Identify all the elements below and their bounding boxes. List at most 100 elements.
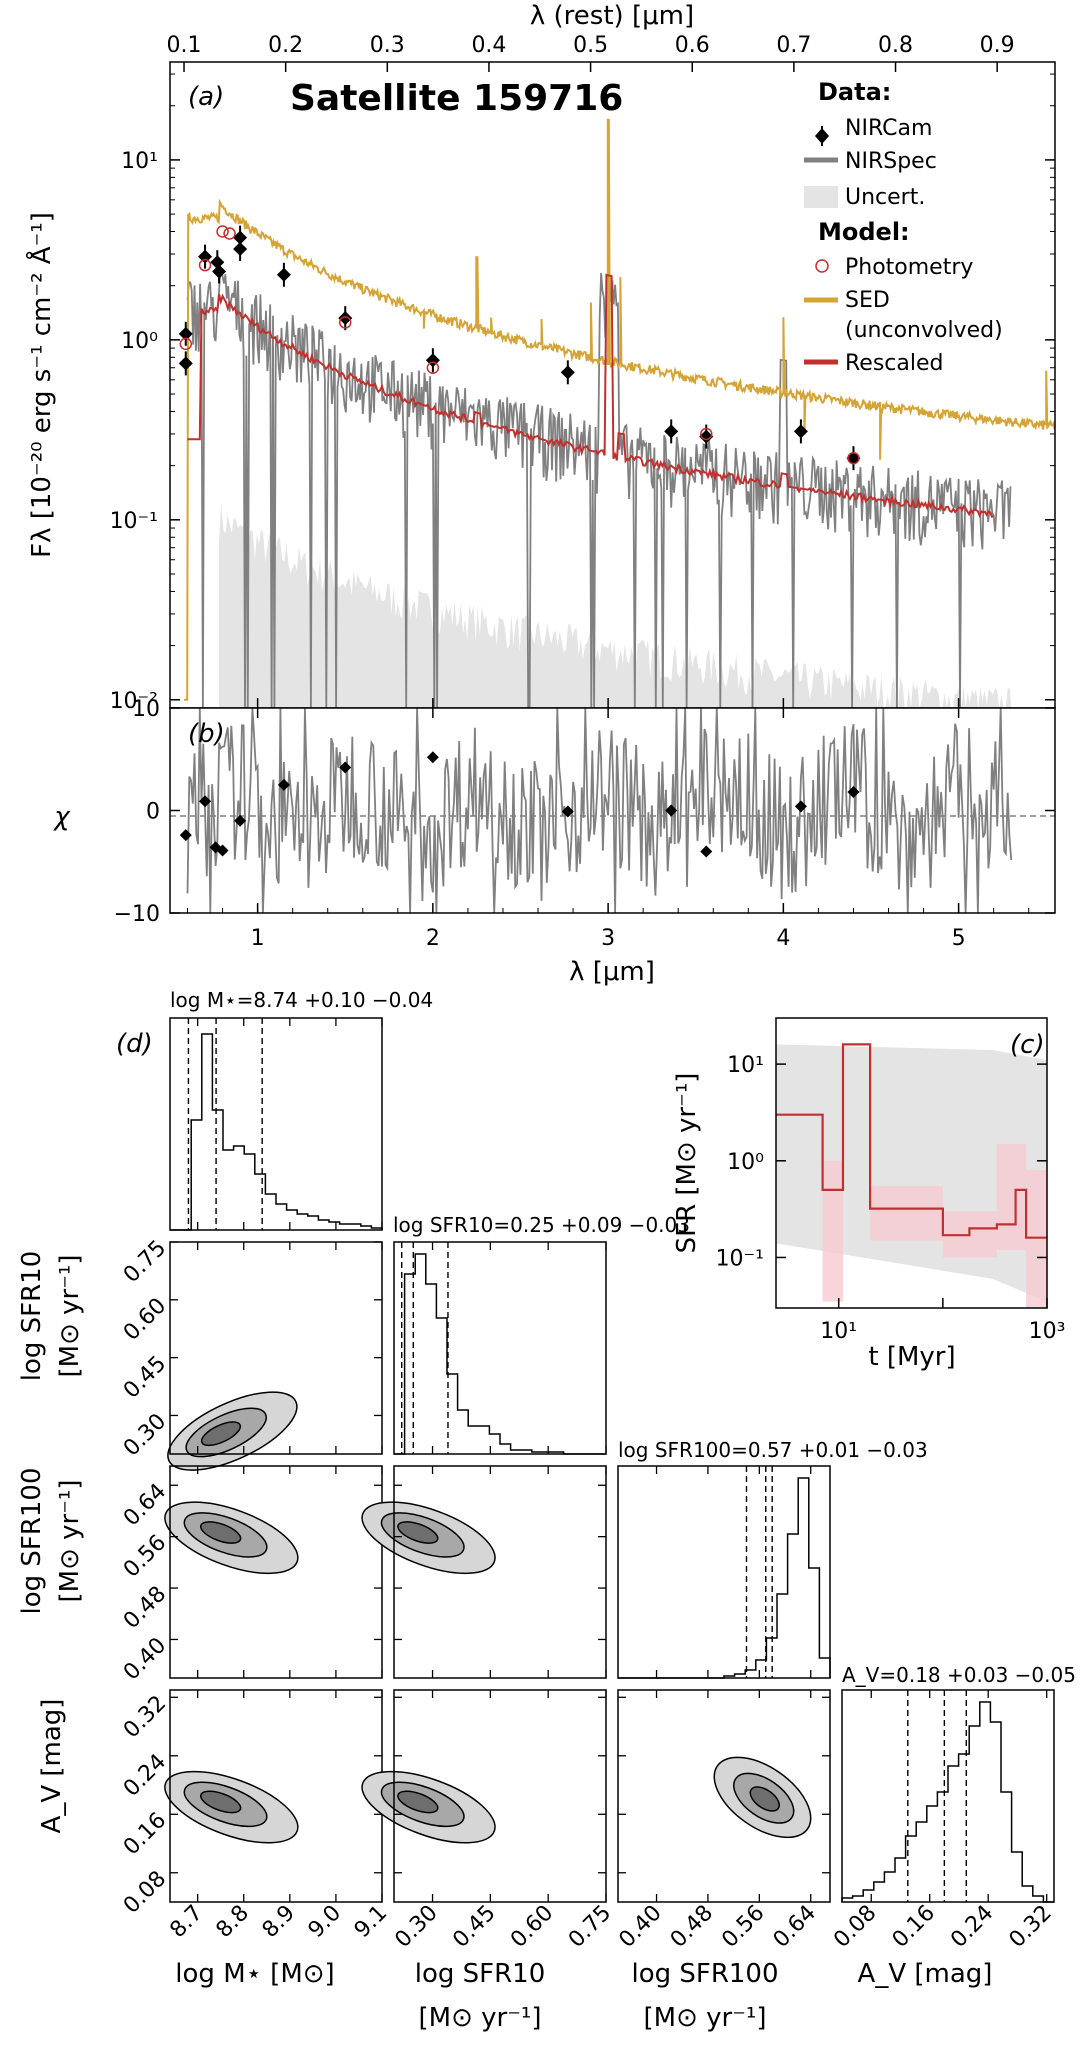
model-photometry-point [426,361,440,374]
legend-sed: SED [845,288,890,313]
corner-x-tick-label: 8.7 [165,1901,207,1943]
y-tick-label: 10¹ [121,149,158,174]
rescaled-path [187,273,994,519]
model-photometry-point [179,337,193,351]
sfh-x-tick-label: 10³ [1029,1319,1066,1344]
x-tick-label: 5 [952,926,966,951]
y-tick-label: 10⁻² [110,689,158,714]
corner-frame [169,1465,383,1679]
nirspec-spectrum [186,269,1012,709]
corner-y-tick-label: 0.40 [119,1633,171,1685]
x-axis-label-time: t [Myr] [868,1342,955,1372]
ylabel-logSFR10-unit: [M⊙ yr⁻¹] [55,1255,85,1378]
sed-path [184,118,1056,701]
corner-frame [617,1465,831,1679]
contour-level [199,1521,242,1544]
corner-x-tick-label: 8.8 [212,1901,254,1943]
corner-x-tick-label: 0.30 [390,1901,442,1953]
x-tick-label: 1 [251,926,265,951]
chi-point [179,829,192,842]
legend-photometry-marker [815,259,829,273]
nircam-point [793,424,808,439]
corner-y-tick-label: 0.08 [119,1866,171,1918]
chi-point [847,786,860,799]
nircam-point [699,429,714,444]
uncertainty-area [219,503,1012,708]
top-tick-label: 0.5 [573,33,608,58]
xlabel-logM: log M⋆ [M⊙] [175,1959,334,1989]
histogram-A_V [841,1701,1054,1903]
chi-point [665,804,678,817]
legend-sed-unconvolved: (unconvolved) [845,318,1003,343]
sfh-uncertainty-pink [1026,1170,1047,1308]
top-tick-label: 0.4 [471,33,506,58]
corner-y-tick-label: 0.48 [119,1582,171,1634]
legend: Data: NIRCam NIRSpec Uncert. Model: Phot… [804,78,1003,376]
panel-c-ticks: 10¹ 10³ 10¹ 10⁰ 10⁻¹ [716,1053,1066,1344]
chi-point [426,751,439,764]
corner-frame [393,1465,607,1679]
panel-b-chi: 10 0 −10 1 2 3 4 5 (b) χ λ [μm] [52,697,1056,987]
chi-point [561,805,574,818]
corner-x-tick-label: 0.16 [888,1901,940,1953]
chi-point [794,800,807,813]
nircam-point [664,424,679,439]
legend-nirspec: NIRSpec [845,149,937,174]
corner-x-tick-label: 0.40 [614,1901,666,1953]
corner-x-tick-label: 9.0 [304,1901,346,1943]
nircam-points [178,225,861,471]
legend-rescaled: Rescaled [845,351,943,376]
sed-unconvolved-line [184,118,1056,701]
contour-level [749,1786,780,1812]
corner-x-tick-label: 0.75 [564,1901,616,1953]
model-photometry-point [338,316,352,329]
model-photometry-point [700,427,713,441]
panel-a-label: (a) [188,82,224,112]
model-photometry-point [198,258,212,272]
legend-data-header: Data: [818,78,891,106]
chi-path [186,707,1013,914]
x-tick-label: 3 [601,926,615,951]
corner-frame [169,1017,383,1231]
ylabel-logSFR100: log SFR100 [17,1467,47,1614]
corner-y-tick-label: 0.60 [119,1293,171,1345]
panel-b-label: (b) [188,719,225,749]
chi-point [216,844,229,857]
nircam-point [210,255,225,270]
chi-point [277,778,290,791]
top-x-axis-label: λ (rest) [μm] [530,1,694,31]
corner-x-tick-label: 0.48 [666,1901,718,1953]
rescaled-model-line [187,273,994,519]
chi-point [339,761,352,774]
sfh-x-tick-label: 10¹ [820,1319,857,1344]
corner-x-tick-label: 0.45 [448,1901,500,1953]
top-tick-label: 0.6 [675,33,710,58]
histogram-log SFR100 [618,1477,831,1679]
ylabel-logSFR10: log SFR10 [17,1251,47,1382]
corner-y-tick-label: 0.75 [119,1236,171,1288]
corner-frame [393,1689,607,1903]
chi-y-tick-label: −10 [114,902,160,927]
histogram-log SFR10 [394,1253,606,1455]
corner-x-tick-label: 0.60 [506,1901,558,1953]
panel-b-ticks: 10 0 −10 1 2 3 4 5 [114,697,1055,951]
legend-uncert: Uncert. [845,185,925,210]
sfh-y-tick-label: 10⁰ [727,1150,764,1175]
chi-point [234,814,247,827]
corner-x-tick-label: 0.24 [946,1901,998,1953]
ylabel-logSFR100-unit: [M⊙ yr⁻¹] [55,1480,85,1603]
sfh-step-line [776,1043,1047,1239]
uncertainty-band [219,503,1012,708]
chi-spectrum-line [186,707,1013,914]
corner-x-tick-label: 9.1 [350,1901,392,1943]
xlabel-AV: A_V [mag] [858,1959,993,1989]
chi-photometry-points [179,751,860,858]
top-tick-label: 0.3 [370,33,405,58]
corner-x-tick-label: 0.32 [1005,1901,1057,1953]
top-tick-label: 0.9 [980,33,1015,58]
xlabel-logSFR100: log SFR100 [631,1959,778,1989]
chi-point [700,845,713,858]
sfh-uncertainty-pink [996,1143,1027,1250]
